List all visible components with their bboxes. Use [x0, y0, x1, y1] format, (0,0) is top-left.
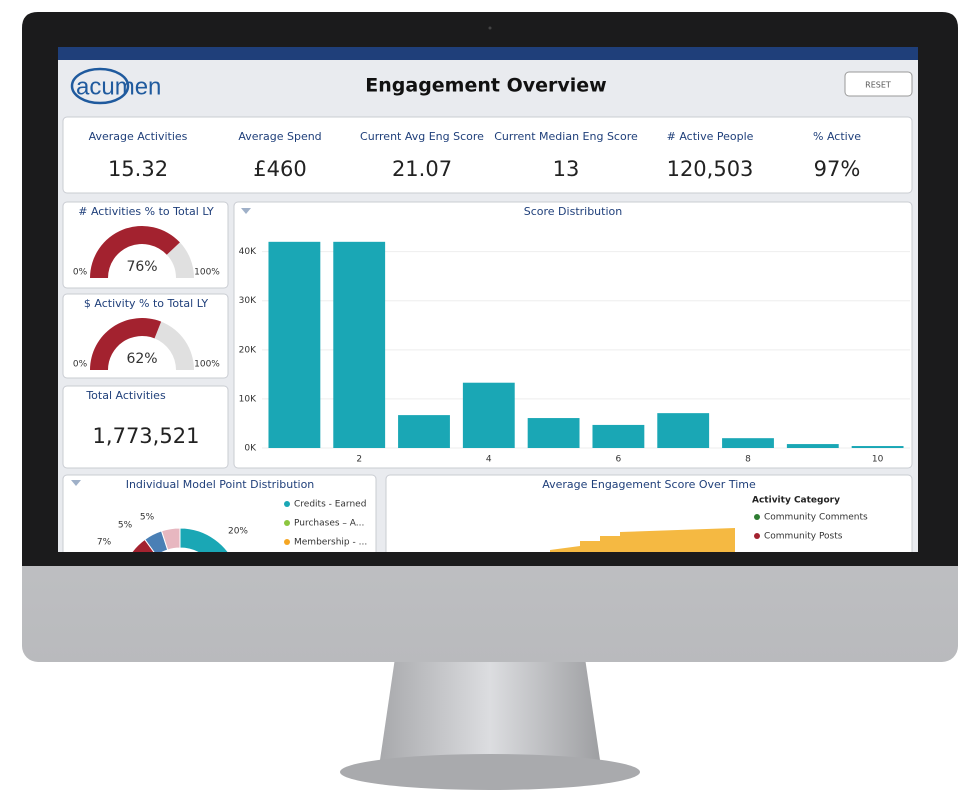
donut-label: 7%: [97, 538, 112, 548]
screen: acumen Engagement Overview RESET Total A…: [58, 47, 918, 552]
donut-label: 5%: [118, 521, 133, 531]
logo-ring: [70, 67, 130, 105]
kpi-label: % Active: [813, 130, 861, 143]
legend-dot: [754, 514, 760, 520]
total-panel: [62, 385, 229, 469]
y-tick-label: 30K: [239, 296, 257, 306]
legend-dot: [284, 539, 290, 545]
stand-neck: [380, 658, 600, 760]
y-tick-label: 20K: [239, 345, 257, 355]
kpi-value: £460: [253, 157, 306, 181]
donut-title: Individual Model Point Distribution: [126, 478, 315, 491]
gauge-value: 62%: [126, 351, 157, 367]
reset-label[interactable]: RESET: [865, 81, 891, 90]
kpi-value: 120,503: [667, 157, 754, 181]
bar: [786, 444, 839, 448]
gauge-arc: [89, 225, 180, 278]
legend-dot: [754, 533, 760, 539]
stand-base: [340, 754, 640, 790]
legend-label: Membership - ...: [294, 538, 367, 548]
legend-dot: [284, 501, 290, 507]
donut-slice: [179, 527, 229, 552]
kpi-value: 97%: [814, 157, 861, 181]
bar: [527, 418, 580, 448]
chart-panel: [233, 201, 913, 469]
time-legend-title: Activity Category: [752, 496, 840, 506]
gauge-value: 76%: [126, 259, 157, 275]
gauge-track: [154, 321, 194, 370]
gauge-track: [166, 242, 194, 278]
legend-label: Community Posts: [764, 532, 843, 542]
kpi-label: # Active People: [667, 130, 754, 143]
time-panel: [385, 474, 913, 552]
kpi-panel: [62, 116, 913, 194]
kpi-value: 13: [553, 157, 580, 181]
gauge-tick-label: 0%: [73, 360, 88, 370]
top-bar: [58, 47, 918, 60]
gauge-tick-label: 100%: [194, 360, 220, 370]
reset-button[interactable]: [844, 71, 913, 97]
x-tick-label: 2: [356, 455, 362, 465]
y-tick-label: 0K: [244, 444, 257, 454]
gauge-arc: [90, 317, 162, 370]
bar: [268, 241, 321, 448]
kpi-label: Current Median Eng Score: [494, 130, 638, 143]
time-title: Average Engagement Score Over Time: [542, 478, 756, 491]
bar: [851, 446, 904, 448]
total-title: Total Activities: [85, 389, 166, 402]
x-tick-label: 4: [486, 455, 492, 465]
gauge-title: $ Activity % to Total LY: [84, 297, 208, 310]
kpi-value: 21.07: [392, 157, 452, 181]
bar: [398, 415, 450, 448]
kpi-value: 15.32: [108, 157, 168, 181]
logo: acumen: [76, 73, 161, 100]
bar: [462, 382, 515, 448]
donut-slice: [131, 538, 155, 552]
chart-title: Score Distribution: [524, 205, 623, 218]
legend-label: Credits - Earned: [294, 500, 366, 510]
filter-icon[interactable]: [241, 208, 251, 214]
x-tick-label: 10: [872, 455, 884, 465]
gauge-tick-label: 0%: [73, 268, 88, 278]
filter-icon[interactable]: [71, 480, 81, 486]
x-tick-label: 6: [616, 455, 622, 465]
bar: [592, 424, 645, 448]
donut-label: 5%: [140, 513, 155, 523]
bar: [657, 413, 710, 448]
kpi-label: Current Avg Eng Score: [360, 130, 484, 143]
kpi-label: Average Spend: [238, 130, 321, 143]
gauge-tick-label: 100%: [194, 268, 220, 278]
legend-label: Purchases – A...: [294, 519, 364, 529]
donut-label: 20%: [228, 527, 248, 537]
legend-label: Community Comments: [764, 513, 868, 523]
time-series-area: [550, 528, 735, 552]
x-tick-label: 8: [745, 455, 751, 465]
legend-dot: [284, 520, 290, 526]
camera: [488, 26, 492, 30]
page-title: Engagement Overview: [365, 75, 606, 97]
total-value: 1,773,521: [93, 424, 200, 448]
gauge-title: # Activities % to Total LY: [78, 205, 214, 218]
donut-panel: [62, 474, 377, 552]
y-tick-label: 40K: [239, 247, 257, 257]
y-tick-label: 10K: [239, 394, 257, 404]
bar: [333, 241, 386, 448]
bar: [722, 438, 774, 448]
kpi-label: Average Activities: [89, 130, 188, 143]
